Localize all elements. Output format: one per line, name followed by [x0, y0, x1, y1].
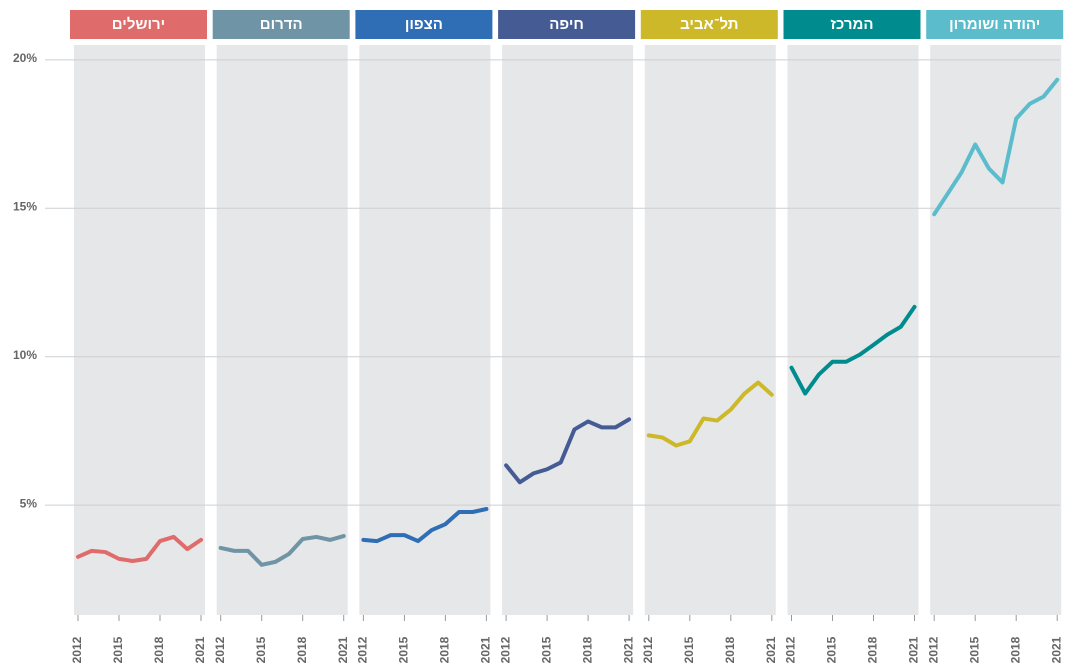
panel-header [355, 10, 493, 39]
x-tick-label: 2018 [438, 636, 452, 663]
panel-background [930, 45, 1062, 615]
x-tick-label: 2021 [621, 636, 635, 663]
panel-header [498, 10, 636, 39]
x-tick-label: 2015 [539, 636, 553, 663]
panel-background [216, 45, 348, 615]
x-tick-label: 2012 [356, 636, 370, 663]
panel-header [926, 10, 1064, 39]
x-tick-label: 2018 [152, 636, 166, 663]
x-tick-label: 2021 [193, 636, 207, 663]
x-tick-label: 2012 [213, 636, 227, 663]
panel-header [783, 10, 921, 39]
x-tick-label: 2015 [254, 636, 268, 663]
x-tick-label: 2012 [498, 636, 512, 663]
panel-header [212, 10, 350, 39]
x-tick-label: 2018 [580, 636, 594, 663]
x-tick-label: 2012 [641, 636, 655, 663]
x-tick-label: 2018 [723, 636, 737, 663]
x-tick-label: 2015 [111, 636, 125, 663]
y-tick-label: 5% [20, 496, 38, 510]
series-line [646, 380, 774, 448]
x-tick-label: 2015 [967, 636, 981, 663]
series-line [932, 77, 1060, 217]
y-tick-label: 10% [13, 348, 37, 362]
x-tick-label: 2012 [70, 636, 84, 663]
x-tick-label: 2012 [784, 636, 798, 663]
x-tick-label: 2021 [336, 636, 350, 663]
y-tick-label: 20% [13, 51, 37, 65]
series-line [504, 417, 632, 485]
x-tick-label: 2018 [1008, 636, 1022, 663]
x-tick-label: 2015 [825, 636, 839, 663]
series-line [76, 534, 203, 563]
x-tick-label: 2018 [295, 636, 309, 663]
x-tick-label: 2021 [479, 636, 493, 663]
series-line [218, 534, 346, 567]
y-tick-label: 15% [13, 199, 37, 213]
panel-background [644, 45, 776, 615]
panel-background [502, 45, 634, 615]
x-tick-label: 2015 [397, 636, 411, 663]
series-line [789, 304, 917, 396]
panel-background [74, 45, 205, 615]
panel-title: הצפון [405, 16, 443, 33]
x-tick-label: 2021 [907, 636, 921, 663]
panel-header [70, 10, 207, 39]
panel-title: ירושלים [112, 16, 165, 33]
panel-title: חיפה [549, 16, 584, 33]
series-line [361, 507, 489, 544]
x-tick-label: 2021 [1049, 636, 1063, 663]
panel-header [640, 10, 778, 39]
panel-title: הדרום [260, 16, 303, 33]
panel-title: יהודה ושומרון [949, 16, 1040, 33]
x-tick-label: 2021 [764, 636, 778, 663]
x-tick-label: 2015 [682, 636, 696, 663]
panel-background [359, 45, 491, 615]
x-tick-label: 2018 [866, 636, 880, 663]
x-tick-label: 2012 [926, 636, 940, 663]
panel-title: תל־אביב [680, 16, 738, 33]
panel-title: המרכז [830, 16, 873, 33]
